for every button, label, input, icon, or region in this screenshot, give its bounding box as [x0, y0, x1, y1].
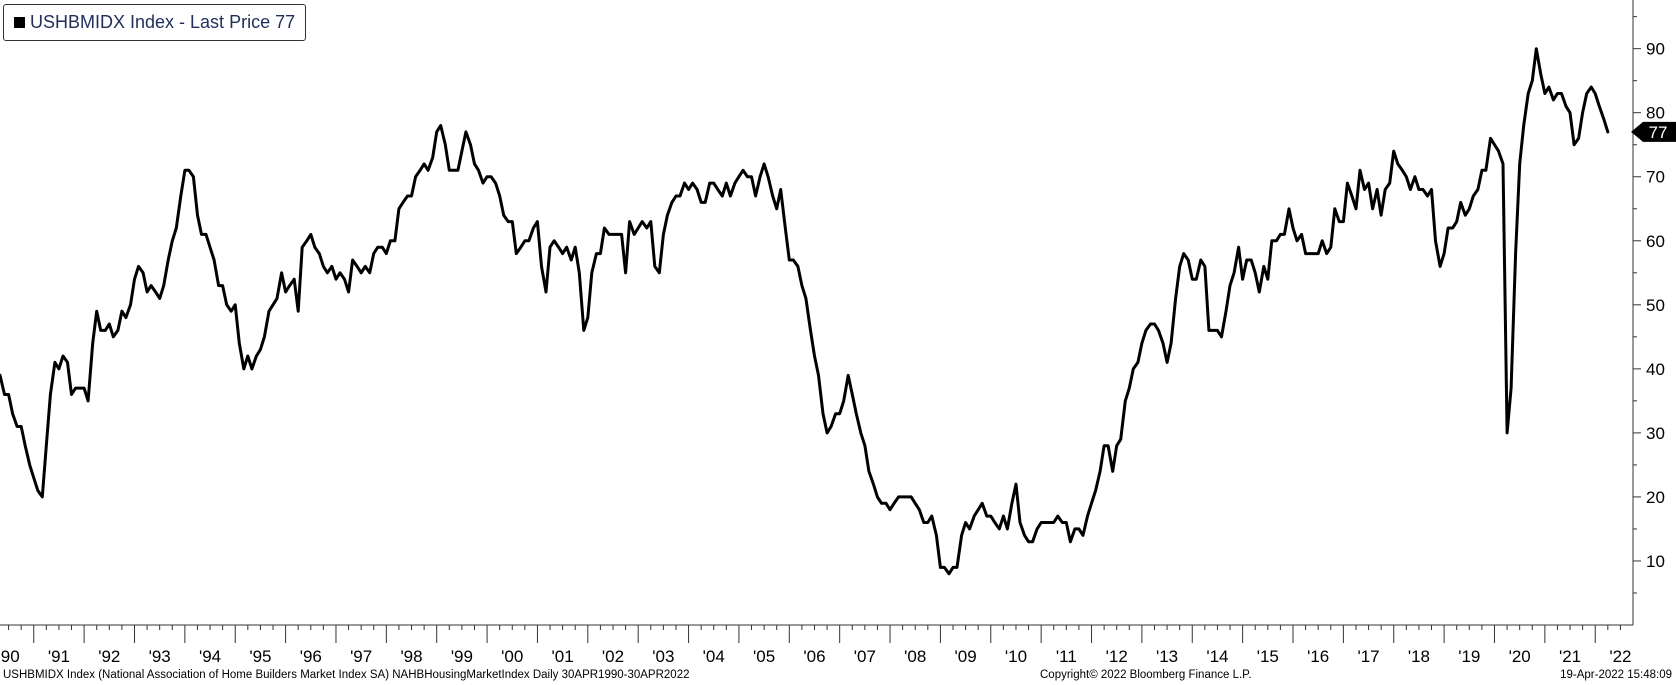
x-tick-label: '96	[300, 647, 322, 666]
last-price-label: 77	[1649, 123, 1668, 142]
x-tick-label: '20	[1509, 647, 1531, 666]
series-line	[0, 47, 1610, 576]
series-layer	[0, 47, 1610, 576]
y-tick-label: 40	[1646, 360, 1665, 379]
x-tick-label: '07	[854, 647, 876, 666]
x-tick-label: '91	[48, 647, 70, 666]
x-tick-label: '01	[552, 647, 574, 666]
x-axis: '90 '91 '92 '93 '94 '95 '96 '97 '98 '99 '00 '01 '02 '…	[0, 624, 1633, 666]
x-tick-label: '98	[400, 647, 422, 666]
x-tick-label: '99	[451, 647, 473, 666]
footer-copyright: Copyright© 2022 Bloomberg Finance L.P.	[1040, 669, 1252, 681]
x-tick-label: '22	[1609, 647, 1631, 666]
y-tick-label: 10	[1646, 552, 1665, 571]
x-tick-label: '94	[199, 647, 221, 666]
y-tick-label: 30	[1646, 424, 1665, 443]
last-price-layer: 77	[1631, 121, 1676, 142]
x-tick-label: '08	[904, 647, 926, 666]
y-tick-label: 70	[1646, 168, 1665, 187]
x-tick-label: '09	[955, 647, 977, 666]
x-tick-label: '06	[803, 647, 825, 666]
x-tick-label: '18	[1408, 647, 1430, 666]
x-tick-label: '19	[1458, 647, 1480, 666]
legend[interactable]: USHBMIDX Index - Last Price 77	[3, 4, 307, 41]
x-tick-label: '14	[1206, 647, 1228, 666]
x-tick-label: '02	[602, 647, 624, 666]
last-price-tag	[1631, 121, 1676, 142]
x-tick-label: '90	[0, 647, 20, 666]
x-tick-label: '16	[1307, 647, 1329, 666]
footer-timestamp: 19-Apr-2022 15:48:09	[1560, 669, 1672, 681]
x-tick-label: '12	[1106, 647, 1128, 666]
x-tick-label: '92	[98, 647, 120, 666]
legend-label: USHBMIDX Index - Last Price 77	[30, 12, 296, 32]
x-tick-label: '03	[652, 647, 674, 666]
x-tick-label: '11	[1056, 647, 1077, 666]
x-tick-label: '15	[1257, 647, 1279, 666]
y-tick-label: 60	[1646, 232, 1665, 251]
x-tick-label: '97	[350, 647, 372, 666]
x-tick-label: '10	[1005, 647, 1027, 666]
x-tick-label: '05	[753, 647, 775, 666]
y-tick-label: 20	[1646, 488, 1665, 507]
y-tick-label: 90	[1646, 40, 1665, 59]
x-tick-label: '93	[149, 647, 171, 666]
y-tick-label: 50	[1646, 296, 1665, 315]
y-axis: 10 20 30 40 50 60 70 80 90	[1632, 0, 1665, 625]
x-tick-label: '04	[703, 647, 725, 666]
x-tick-label: '17	[1357, 647, 1379, 666]
x-tick-label: '13	[1156, 647, 1178, 666]
legend-swatch-square	[14, 17, 25, 28]
x-tick-label: '21	[1559, 647, 1581, 666]
footer-source: USHBMIDX Index (National Association of …	[3, 669, 690, 681]
y-tick-label: 80	[1646, 104, 1665, 123]
x-tick-label: '95	[249, 647, 271, 666]
x-tick-label: '00	[501, 647, 523, 666]
